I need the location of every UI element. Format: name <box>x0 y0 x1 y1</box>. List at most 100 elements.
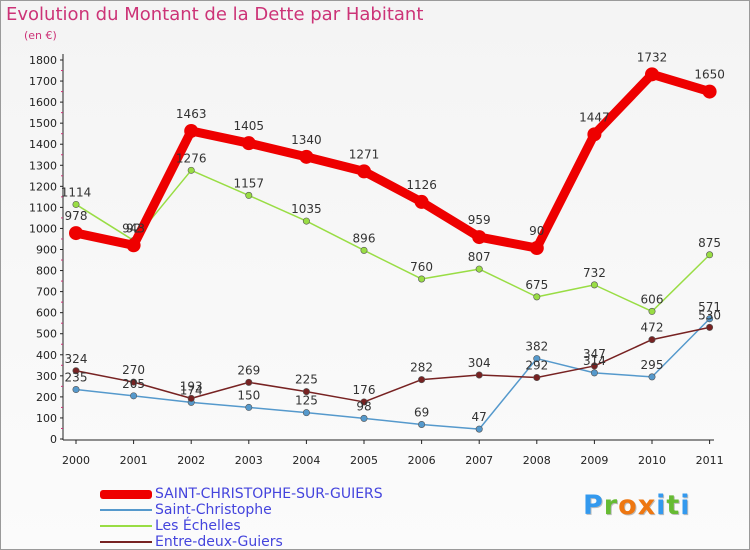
legend-swatch <box>100 525 152 527</box>
data-point <box>302 217 310 225</box>
data-point <box>472 230 487 245</box>
legend-swatch <box>100 489 152 499</box>
data-point <box>590 369 598 377</box>
legend-label: Entre-deux-Guiers <box>155 534 283 550</box>
y-tick-label: 800 <box>36 265 57 278</box>
x-tick-label: 2004 <box>292 454 320 467</box>
data-point <box>241 136 256 151</box>
x-tick-label: 2006 <box>408 454 436 467</box>
data-label: 1405 <box>234 119 265 133</box>
data-label: 225 <box>295 373 318 387</box>
logo-letter: o <box>618 490 638 521</box>
data-point <box>130 392 138 400</box>
data-label: 47 <box>472 410 487 424</box>
data-point <box>299 149 314 164</box>
data-point <box>475 371 483 379</box>
data-label: 571 <box>698 300 721 314</box>
data-point <box>475 425 483 433</box>
y-tick-label: 1700 <box>29 75 57 88</box>
data-point <box>706 251 714 259</box>
data-point <box>187 166 195 174</box>
data-label: 304 <box>468 356 491 370</box>
data-point <box>587 127 602 142</box>
data-label: 314 <box>583 354 606 368</box>
data-point <box>187 394 195 402</box>
data-label: 176 <box>353 383 376 397</box>
legend-label: Saint-Christophe <box>155 502 272 518</box>
data-point <box>648 373 656 381</box>
x-tick-label: 2001 <box>120 454 148 467</box>
data-point <box>533 355 541 363</box>
data-point <box>360 398 368 406</box>
data-label: 324 <box>65 352 88 366</box>
data-label: 760 <box>410 260 433 274</box>
data-label: 1035 <box>291 202 322 216</box>
data-point <box>245 403 253 411</box>
y-tick-label: 1000 <box>29 222 57 235</box>
logo-letter: i <box>656 490 667 521</box>
data-point <box>72 200 80 208</box>
x-tick-label: 2000 <box>62 454 90 467</box>
data-label: 269 <box>237 363 260 377</box>
series-line <box>75 169 711 313</box>
data-point <box>130 378 138 386</box>
data-label: 472 <box>641 321 664 335</box>
y-tick-label: 0 <box>50 433 57 446</box>
y-tick-label: 900 <box>36 244 57 257</box>
data-point <box>648 336 656 344</box>
data-label: 1340 <box>291 133 322 147</box>
logo-letter: t <box>666 490 681 521</box>
data-label: 606 <box>641 292 664 306</box>
chart-title: Evolution du Montant de la Dette par Hab… <box>6 4 424 25</box>
data-point <box>533 293 541 301</box>
data-point <box>360 414 368 422</box>
data-point <box>418 376 426 384</box>
y-tick-label: 400 <box>36 349 57 362</box>
data-label: 193 <box>180 379 203 393</box>
data-label: 978 <box>65 209 88 223</box>
data-point <box>360 246 368 254</box>
data-point <box>418 420 426 428</box>
data-point <box>72 367 80 375</box>
data-point <box>706 323 714 331</box>
data-label: 1463 <box>176 107 207 121</box>
x-tick-label: 2010 <box>638 454 666 467</box>
data-label: 1276 <box>176 151 207 165</box>
y-tick-label: 700 <box>36 286 57 299</box>
y-tick-label: 100 <box>36 412 57 425</box>
data-label: 347 <box>583 347 606 361</box>
data-point <box>245 378 253 386</box>
series-line <box>75 318 711 430</box>
data-label: 1126 <box>406 178 437 192</box>
data-label: 530 <box>698 308 721 322</box>
y-tick-label: 1500 <box>29 117 57 130</box>
data-point <box>590 362 598 370</box>
data-label: 150 <box>237 388 260 402</box>
data-label: 732 <box>583 266 606 280</box>
series-line <box>71 69 715 253</box>
logo-letter: x <box>637 490 657 521</box>
y-tick-label: 600 <box>36 307 57 320</box>
logo-letter: r <box>603 490 619 521</box>
x-tick-label: 2005 <box>350 454 378 467</box>
data-label: 295 <box>641 358 664 372</box>
data-label: 943 <box>122 221 145 235</box>
data-point <box>414 194 429 209</box>
y-tick-label: 500 <box>36 328 57 341</box>
data-point <box>533 374 541 382</box>
y-tick-label: 200 <box>36 391 57 404</box>
data-point <box>702 84 717 99</box>
data-point <box>590 281 598 289</box>
data-label: 125 <box>295 394 318 408</box>
data-label: 270 <box>122 363 145 377</box>
data-label: 90 <box>529 224 544 238</box>
data-label: 205 <box>122 377 145 391</box>
y-tick-label: 1100 <box>29 201 57 214</box>
data-label: 1447 <box>579 110 610 124</box>
data-point <box>184 123 199 138</box>
data-point <box>645 67 659 82</box>
data-label: 69 <box>414 405 429 419</box>
chart-unit: (en €) <box>24 29 57 42</box>
